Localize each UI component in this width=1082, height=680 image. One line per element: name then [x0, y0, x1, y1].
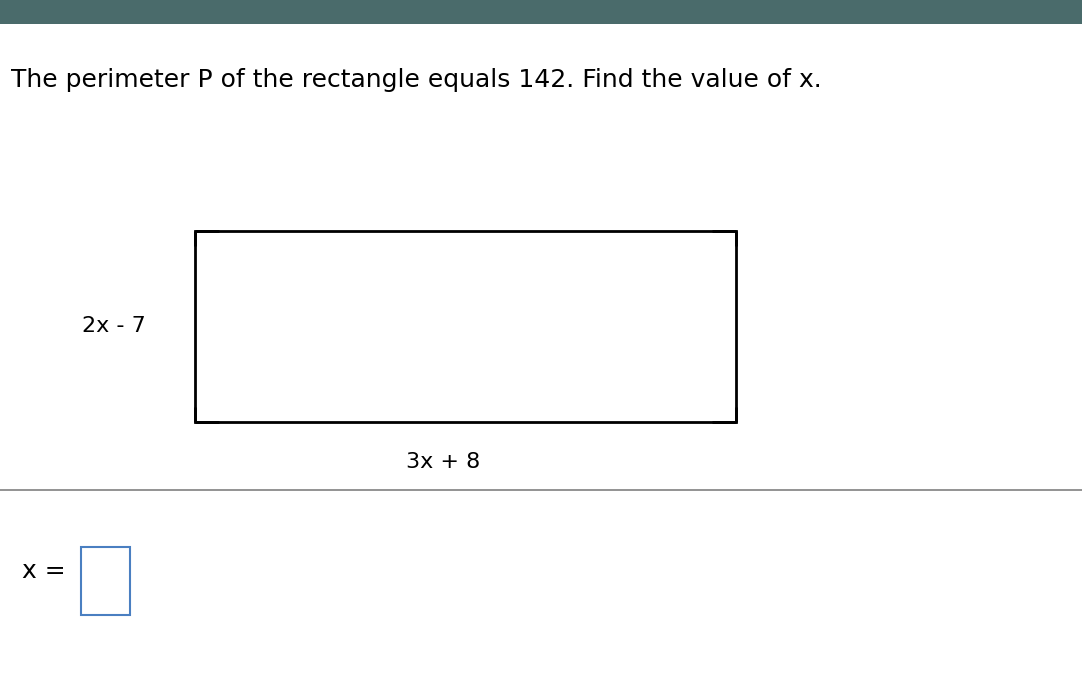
Bar: [195, 231, 736, 422]
Text: x =: x =: [22, 559, 65, 583]
Text: The perimeter P of the rectangle equals 142. Find the value of x.: The perimeter P of the rectangle equals …: [11, 68, 821, 92]
Bar: [0, 0, 1082, 24]
Bar: [81, 547, 130, 615]
Text: 3x + 8: 3x + 8: [407, 452, 480, 472]
Text: 2x - 7: 2x - 7: [82, 316, 146, 337]
